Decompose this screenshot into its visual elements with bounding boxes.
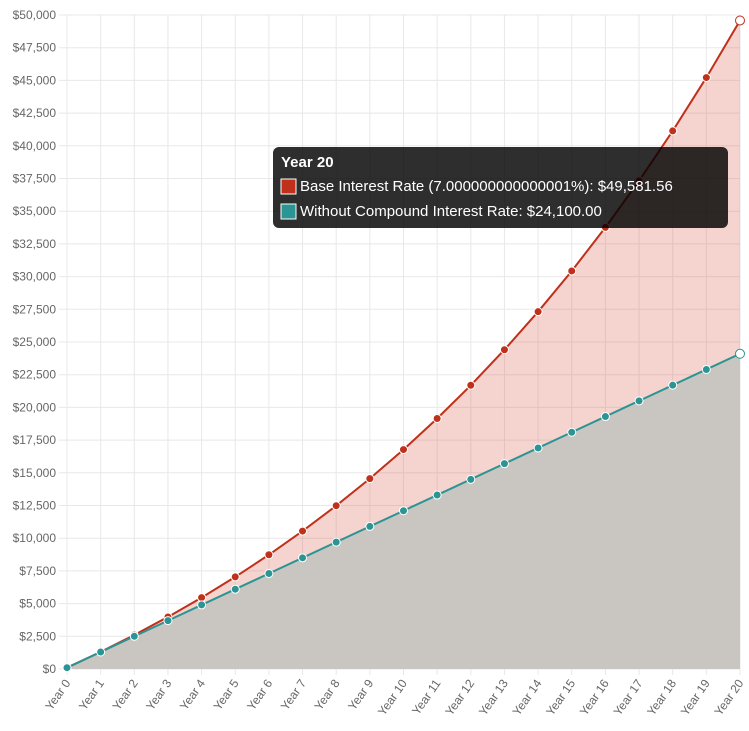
point: [129, 631, 139, 641]
y-tick-label: $27,500: [13, 302, 57, 316]
y-tick-label: $47,500: [13, 41, 57, 55]
point: [331, 537, 341, 547]
point: [96, 647, 106, 657]
point: [197, 600, 207, 610]
point: [668, 126, 678, 136]
x-tick-label: Year 9: [345, 676, 376, 712]
tooltip-box: [273, 147, 728, 228]
x-tick-label: Year 2: [110, 676, 141, 712]
point: [298, 553, 308, 563]
plot: [62, 15, 745, 673]
point: [432, 414, 442, 424]
point: [197, 593, 207, 603]
point: [432, 490, 442, 500]
point: [399, 506, 408, 516]
tooltip: Year 20 Base Interest Rate (7.0000000000…: [273, 147, 728, 228]
tooltip-item: Without Compound Interest Rate: $24,100.…: [300, 203, 602, 220]
x-tick-label: Year 5: [211, 676, 242, 712]
point: [230, 584, 240, 594]
y-tick-label: $22,500: [13, 368, 57, 382]
y-tick-label: $30,000: [13, 270, 57, 284]
tooltip-title: Year 20: [281, 154, 334, 171]
y-tick-label: $15,000: [13, 466, 57, 480]
y-tick-label: $42,500: [13, 106, 57, 120]
point: [735, 15, 745, 26]
x-tick-label: Year 6: [244, 676, 275, 712]
point: [264, 550, 274, 560]
x-tick-label: Year 11: [409, 676, 444, 717]
tooltip-swatch: [280, 178, 297, 195]
x-tick-label: Year 14: [510, 676, 545, 718]
point: [365, 474, 375, 484]
point: [399, 445, 408, 455]
point: [466, 380, 476, 390]
x-tick-label: Year 3: [143, 676, 174, 712]
x-tick-label: Year 15: [543, 676, 578, 718]
y-tick-label: $37,500: [13, 172, 57, 186]
y-tick-label: $10,000: [13, 531, 57, 545]
x-tick-label: Year 7: [278, 676, 309, 712]
point: [567, 427, 577, 437]
y-tick-label: $17,500: [13, 433, 57, 447]
x-tick-label: Year 0: [42, 676, 73, 712]
y-tick-label: $12,500: [13, 499, 57, 513]
point: [62, 663, 72, 673]
point: [567, 266, 577, 276]
x-tick-label: Year 12: [442, 676, 477, 718]
point: [365, 521, 375, 531]
y-tick-label: $40,000: [13, 139, 57, 153]
point: [298, 526, 308, 536]
x-tick-label: Year 1: [76, 676, 107, 712]
y-tick-label: $25,000: [13, 335, 57, 349]
point: [634, 396, 644, 406]
x-tick-label: Year 10: [375, 676, 410, 718]
tooltip-swatch: [280, 203, 297, 220]
point: [701, 364, 711, 374]
point: [499, 345, 509, 355]
point: [331, 501, 341, 511]
x-tick-label: Year 13: [476, 676, 511, 718]
y-tick-label: $32,500: [13, 237, 57, 251]
y-tick-label: $7,500: [19, 564, 56, 578]
point: [533, 307, 543, 317]
x-tick-label: Year 16: [577, 676, 612, 718]
y-tick-label: $35,000: [13, 204, 57, 218]
x-tick-label: Year 8: [312, 676, 343, 712]
point: [668, 380, 678, 390]
point: [735, 348, 745, 359]
point: [600, 412, 610, 422]
point: [533, 443, 543, 453]
x-tick-label: Year 20: [712, 676, 747, 718]
x-tick-label: Year 4: [177, 676, 208, 712]
point: [466, 474, 476, 484]
y-tick-label: $5,000: [19, 597, 56, 611]
y-tick-label: $2,500: [19, 629, 56, 643]
x-tick-label: Year 18: [644, 676, 679, 718]
point: [264, 569, 274, 579]
point: [163, 616, 173, 626]
tooltip-item: Base Interest Rate (7.000000000000001%):…: [300, 178, 673, 195]
point: [701, 73, 711, 83]
y-tick-label: $50,000: [13, 8, 57, 22]
x-tick-label: Year 17: [611, 676, 646, 718]
y-tick-label: $0: [43, 662, 57, 676]
y-tick-label: $45,000: [13, 73, 57, 87]
point: [230, 572, 240, 582]
y-tick-label: $20,000: [13, 400, 57, 414]
x-tick-label: Year 19: [678, 676, 713, 718]
point: [499, 459, 509, 469]
